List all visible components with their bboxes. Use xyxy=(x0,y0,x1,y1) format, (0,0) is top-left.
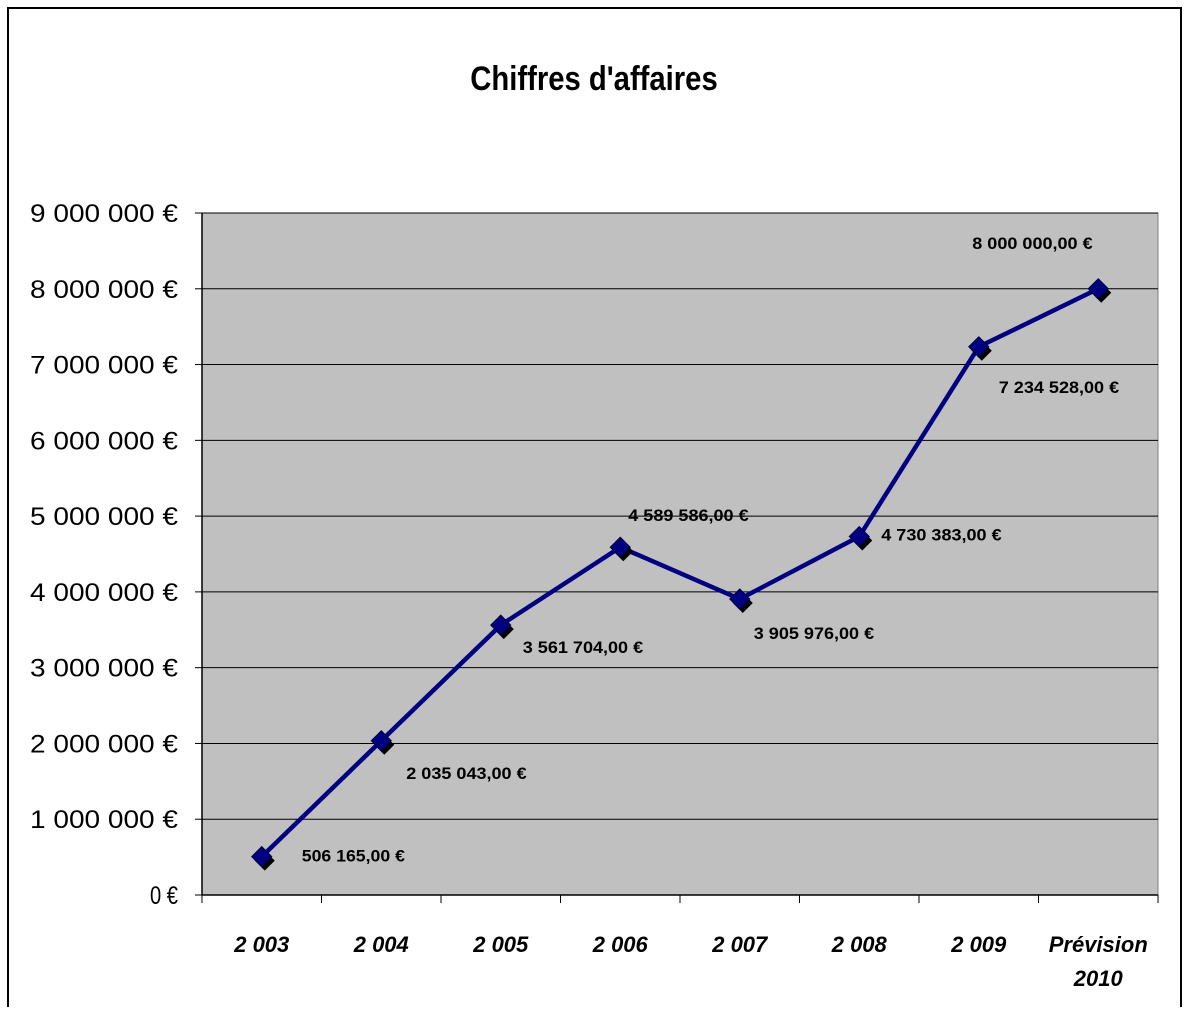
x-tick-label: 2 007 xyxy=(711,932,769,957)
chart-title: Chiffres d'affaires xyxy=(470,60,718,98)
x-tick-label: Prévision xyxy=(1049,932,1148,957)
series-line xyxy=(260,286,1100,859)
data-point xyxy=(848,525,870,548)
y-tick-label: 1 000 000 € xyxy=(30,806,178,834)
x-tick-label: 2 003 xyxy=(233,932,289,957)
x-tick-label: 2010 xyxy=(1073,966,1124,991)
x-tick-label: 2 006 xyxy=(592,932,649,957)
y-tick-label: 9 000 000 € xyxy=(30,200,178,228)
data-point xyxy=(490,614,512,636)
data-point xyxy=(968,336,990,358)
data-label: 3 905 976,00 € xyxy=(754,624,875,643)
y-tick-label: 8 000 000 € xyxy=(30,276,178,304)
x-tick-label: 2 009 xyxy=(950,932,1007,957)
data-point xyxy=(609,536,631,558)
data-label: 7 234 528,00 € xyxy=(999,378,1120,397)
data-point xyxy=(251,845,273,868)
data-label: 8 000 000,00 € xyxy=(972,234,1093,253)
x-tick-label: 2 008 xyxy=(831,932,888,957)
data-point xyxy=(370,730,392,752)
y-tick-label: 0 € xyxy=(150,882,178,910)
plot-area xyxy=(201,212,1159,896)
data-label: 506 165,00 € xyxy=(302,847,406,866)
data-label: 2 035 043,00 € xyxy=(406,764,527,783)
y-tick-label: 3 000 000 € xyxy=(30,655,178,683)
y-tick-label: 6 000 000 € xyxy=(30,427,178,455)
y-tick-label: 4 000 000 € xyxy=(30,579,178,607)
x-tick-label: 2 005 xyxy=(472,932,529,957)
x-tick-label: 2 004 xyxy=(353,932,409,957)
y-tick-label: 5 000 000 € xyxy=(30,503,178,531)
y-tick-label: 2 000 000 € xyxy=(30,730,178,758)
data-label: 3 561 704,00 € xyxy=(523,638,644,657)
data-point xyxy=(1087,278,1109,300)
data-point xyxy=(729,588,751,610)
data-label: 4 730 383,00 € xyxy=(881,526,1002,545)
data-label: 4 589 586,00 € xyxy=(628,506,749,525)
y-tick-label: 7 000 000 € xyxy=(30,352,178,380)
